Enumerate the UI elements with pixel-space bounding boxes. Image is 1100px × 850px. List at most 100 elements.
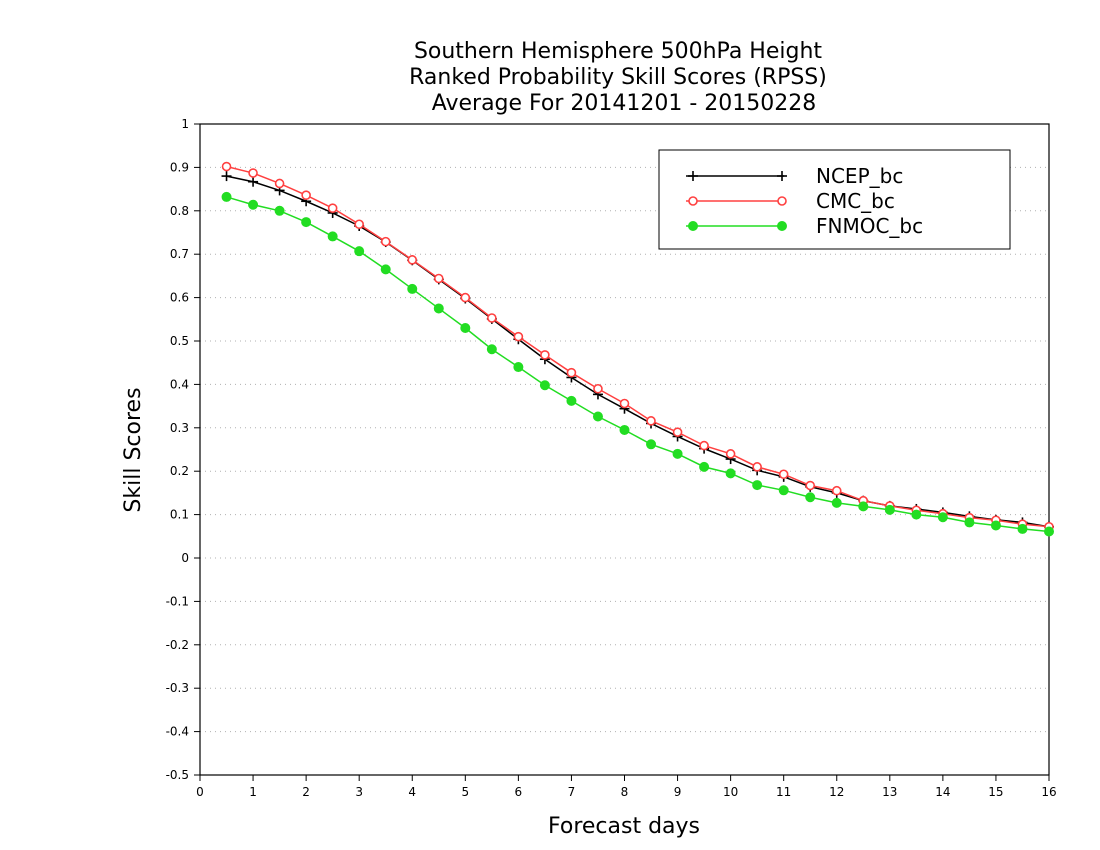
x-axis-label: Forecast days [548, 814, 700, 839]
data-point-fnmoc-bc-1 [248, 199, 259, 210]
data-point-cmc-bc-4 [327, 203, 338, 213]
legend-marker-start-cmc-bc [688, 196, 698, 206]
y-tick-label-6: 0.4 [170, 377, 189, 391]
data-point-cmc-bc-7 [407, 255, 418, 265]
data-point-cmc-bc-6 [380, 236, 391, 247]
legend-marker-start-ncep-bc [688, 171, 698, 181]
title-line-1: Southern Hemisphere 500hPa Height [414, 39, 822, 64]
data-point-fnmoc-bc-8 [433, 303, 444, 314]
data-point-cmc-bc-10 [487, 313, 497, 323]
legend-label-fnmoc-bc: FNMOC_bc [816, 214, 923, 238]
data-point-cmc-bc-18 [699, 440, 709, 451]
x-tick-label-2: 2 [302, 785, 310, 799]
data-point-cmc-bc-3 [301, 190, 311, 200]
data-point-fnmoc-bc-24 [858, 501, 869, 512]
data-point-fnmoc-bc-27 [937, 512, 948, 523]
y-tick-label-11: -0.1 [166, 594, 189, 608]
x-tick-label-7: 7 [568, 785, 576, 799]
y-tick-label-1: 0.9 [170, 160, 189, 174]
data-point-cmc-bc-20 [752, 462, 762, 472]
x-tick-label-16: 16 [1041, 785, 1056, 799]
data-point-fnmoc-bc-17 [672, 448, 683, 459]
x-tick-label-12: 12 [829, 785, 844, 799]
x-tick-label-0: 0 [196, 785, 204, 799]
data-point-cmc-bc-0 [221, 161, 232, 172]
x-tick-label-9: 9 [674, 785, 682, 799]
y-tick-label-5: 0.5 [170, 334, 189, 348]
legend-marker-end-ncep-bc [777, 171, 787, 181]
y-tick-label-4: 0.6 [170, 291, 189, 305]
data-point-fnmoc-bc-12 [539, 380, 550, 391]
y-tick-label-8: 0.2 [170, 464, 189, 478]
data-point-fnmoc-bc-14 [592, 411, 603, 422]
data-point-cmc-bc-2 [274, 178, 285, 189]
data-point-fnmoc-bc-7 [407, 283, 418, 294]
data-point-cmc-bc-22 [805, 480, 816, 491]
data-point-cmc-bc-16 [646, 416, 656, 426]
x-tick-label-10: 10 [723, 785, 738, 799]
x-tick-label-14: 14 [935, 785, 950, 799]
data-point-cmc-bc-8 [433, 273, 444, 284]
data-point-fnmoc-bc-23 [831, 497, 842, 508]
legend-label-ncep-bc: NCEP_bc [816, 164, 903, 188]
data-point-cmc-bc-12 [540, 350, 550, 360]
data-point-fnmoc-bc-29 [990, 520, 1001, 531]
data-point-cmc-bc-13 [566, 367, 577, 378]
x-tick-label-11: 11 [776, 785, 791, 799]
x-tick-label-15: 15 [988, 785, 1003, 799]
data-point-fnmoc-bc-11 [513, 362, 524, 373]
legend-marker-end-fnmoc-bc [777, 221, 787, 231]
y-tick-label-13: -0.3 [166, 681, 189, 695]
x-tick-label-4: 4 [408, 785, 416, 799]
x-tick-label-3: 3 [355, 785, 363, 799]
data-point-cmc-bc-14 [593, 383, 603, 394]
series-fnmoc-bc [221, 191, 1054, 537]
x-tick-label-1: 1 [249, 785, 257, 799]
data-point-fnmoc-bc-25 [884, 504, 895, 515]
y-tick-label-7: 0.3 [170, 421, 189, 435]
y-tick-label-15: -0.5 [166, 768, 189, 782]
legend-marker-end-cmc-bc [777, 196, 787, 206]
data-point-fnmoc-bc-9 [460, 322, 471, 333]
data-point-cmc-bc-11 [513, 331, 524, 342]
data-point-fnmoc-bc-31 [1044, 526, 1054, 537]
y-tick-label-12: -0.2 [166, 638, 189, 652]
data-point-ncep-bc-0 [221, 171, 232, 182]
y-tick-label-0: 1 [181, 117, 189, 131]
data-point-fnmoc-bc-30 [1017, 523, 1028, 534]
y-tick-label-3: 0.7 [170, 247, 189, 261]
gridlines [200, 166, 1049, 733]
x-tick-label-13: 13 [882, 785, 897, 799]
data-point-fnmoc-bc-21 [778, 485, 789, 496]
title-line-3: Average For 20141201 - 20150228 [432, 91, 817, 116]
data-point-fnmoc-bc-22 [805, 492, 816, 503]
data-point-fnmoc-bc-2 [274, 205, 285, 216]
y-axis-label: Skill Scores [121, 387, 146, 512]
x-axis: 0 1 2 3 4 5 6 7 8 9 10 11 12 13 14 15 16 [196, 775, 1057, 799]
legend-box [658, 149, 1011, 250]
series-cmc-bc [221, 161, 1054, 532]
chart-title: Southern Hemisphere 500hPa Height Ranked… [409, 39, 827, 116]
data-point-fnmoc-bc-13 [566, 395, 577, 406]
data-point-fnmoc-bc-4 [327, 231, 338, 242]
data-point-fnmoc-bc-0 [221, 191, 232, 202]
y-tick-label-10: 0 [181, 551, 189, 565]
data-point-cmc-bc-5 [354, 219, 364, 230]
y-axis: 1 0.9 0.8 0.7 0.6 0.5 0.4 0.3 0.2 0.1 0 -0.1 -0.2 -0.… [166, 117, 200, 782]
y-tick-label-9: 0.1 [170, 508, 189, 522]
data-point-fnmoc-bc-19 [725, 468, 736, 479]
x-tick-label-8: 8 [621, 785, 629, 799]
data-point-fnmoc-bc-28 [964, 517, 975, 528]
title-line-2: Ranked Probability Skill Scores (RPSS) [409, 65, 827, 90]
series-layer [221, 161, 1054, 537]
data-point-fnmoc-bc-15 [619, 424, 630, 435]
data-point-fnmoc-bc-16 [646, 439, 657, 450]
data-point-fnmoc-bc-26 [911, 509, 922, 520]
legend-label-cmc-bc: CMC_bc [816, 189, 895, 213]
data-point-cmc-bc-19 [725, 449, 736, 459]
legend-marker-start-fnmoc-bc [688, 221, 698, 231]
x-tick-label-6: 6 [515, 785, 523, 799]
data-point-cmc-bc-9 [460, 292, 471, 303]
